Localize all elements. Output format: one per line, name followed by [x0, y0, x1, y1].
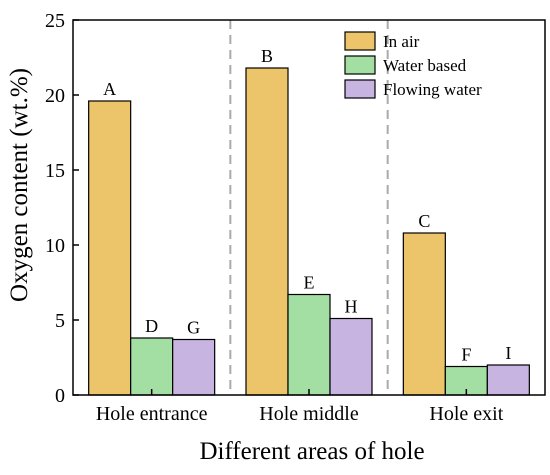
bar-letter-label: E [304, 273, 315, 293]
bar-letter-label: I [505, 343, 511, 363]
bar [130, 337, 174, 396]
bar [172, 338, 216, 396]
legend-swatch [344, 31, 376, 51]
y-tick-label: 0 [55, 385, 65, 407]
bar-letter-labels: A D G B E H C F I [103, 46, 511, 365]
bar-letter-label: F [461, 345, 471, 365]
bar [402, 232, 446, 396]
legend-swatch [344, 79, 376, 99]
y-tick-label: 10 [45, 235, 65, 257]
y-tick-label: 25 [45, 10, 65, 32]
category-separators [229, 20, 389, 395]
axes: 0 5 10 15 20 25 Hole entrance Hole middle Hole e… [45, 10, 546, 425]
y-axis-label: Oxygen content (wt.%) [6, 68, 33, 302]
bar [245, 67, 289, 396]
legend-label: Water based [383, 56, 467, 75]
legend-label: Flowing water [383, 80, 482, 99]
y-tick-label: 5 [55, 310, 65, 332]
x-axis-label: Different areas of hole [199, 438, 424, 465]
bar-letter-label: H [345, 297, 358, 317]
x-tick-label: Hole middle [259, 403, 359, 425]
legend: In air Water based Flowing water [344, 31, 482, 99]
bar [88, 100, 132, 396]
x-tick-label: Hole exit [429, 403, 503, 425]
x-tick-label: Hole entrance [96, 403, 208, 425]
legend-label: In air [383, 32, 420, 51]
bar-letter-label: B [261, 46, 273, 66]
y-tick-label: 15 [45, 160, 65, 182]
bar-letter-label: G [187, 318, 200, 338]
bar-letter-label: D [145, 316, 158, 336]
bar-letter-label: C [418, 211, 430, 231]
y-tick-label: 20 [45, 85, 65, 107]
bar [486, 364, 530, 396]
legend-swatch [344, 55, 376, 75]
bar-letter-label: A [103, 79, 116, 99]
bar [287, 293, 331, 396]
bar [329, 317, 373, 396]
